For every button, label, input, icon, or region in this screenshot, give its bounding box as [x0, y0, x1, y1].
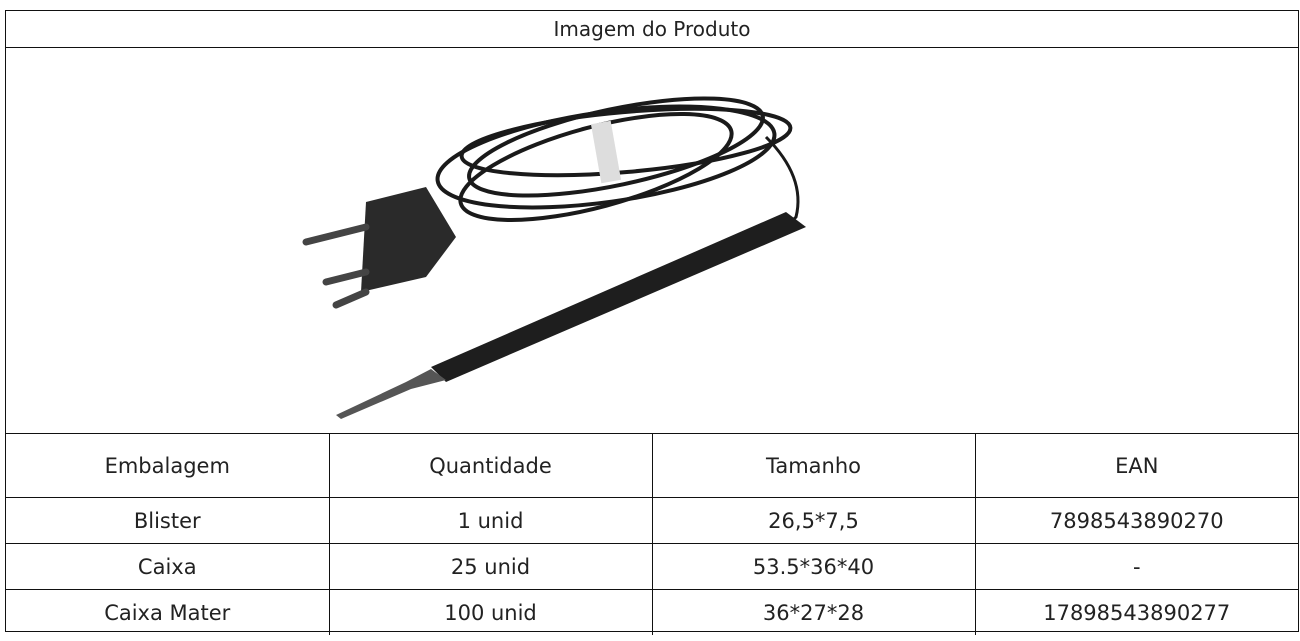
table-cell: 100 unid: [328, 589, 653, 635]
header-row: Embalagem Quantidade Tamanho EAN: [6, 433, 1298, 498]
table-cell: 26,5*7,5: [651, 497, 976, 544]
table-cell: 25 unid: [328, 543, 653, 590]
column-header: Quantidade: [328, 433, 653, 498]
table-cell: Caixa: [6, 543, 330, 590]
column-header: Tamanho: [651, 433, 976, 498]
header-title: Imagem do Produto: [6, 11, 1298, 48]
column-header: Embalagem: [6, 433, 330, 498]
product-illustration: [302, 96, 806, 419]
column-header: EAN: [974, 433, 1298, 498]
table-cell: 36*27*28: [651, 589, 976, 635]
product-image: [6, 47, 1298, 434]
table-cell: Caixa Mater: [6, 589, 330, 635]
table-cell: 17898543890277: [974, 589, 1298, 635]
product-sheet: Imagem do Produto Embalagem Quantidade Tam…: [5, 10, 1299, 635]
table-cell: 53.5*36*40: [651, 543, 976, 590]
table-cell: 7898543890270: [974, 497, 1298, 544]
table-cell: Blister: [6, 497, 330, 544]
table-row: Blister 1 unid 26,5*7,5 7898543890270: [6, 497, 1298, 544]
table-row: Caixa 25 unid 53.5*36*40-: [6, 543, 1298, 590]
table-row: Caixa Mater 100 unid 36*27*28 1789854389027…: [6, 589, 1298, 635]
table-cell: 1 unid: [328, 497, 653, 544]
table-cell: -: [974, 543, 1298, 590]
packaging-table: Embalagem Quantidade Tamanho EAN Blister 1 u…: [6, 433, 1298, 635]
